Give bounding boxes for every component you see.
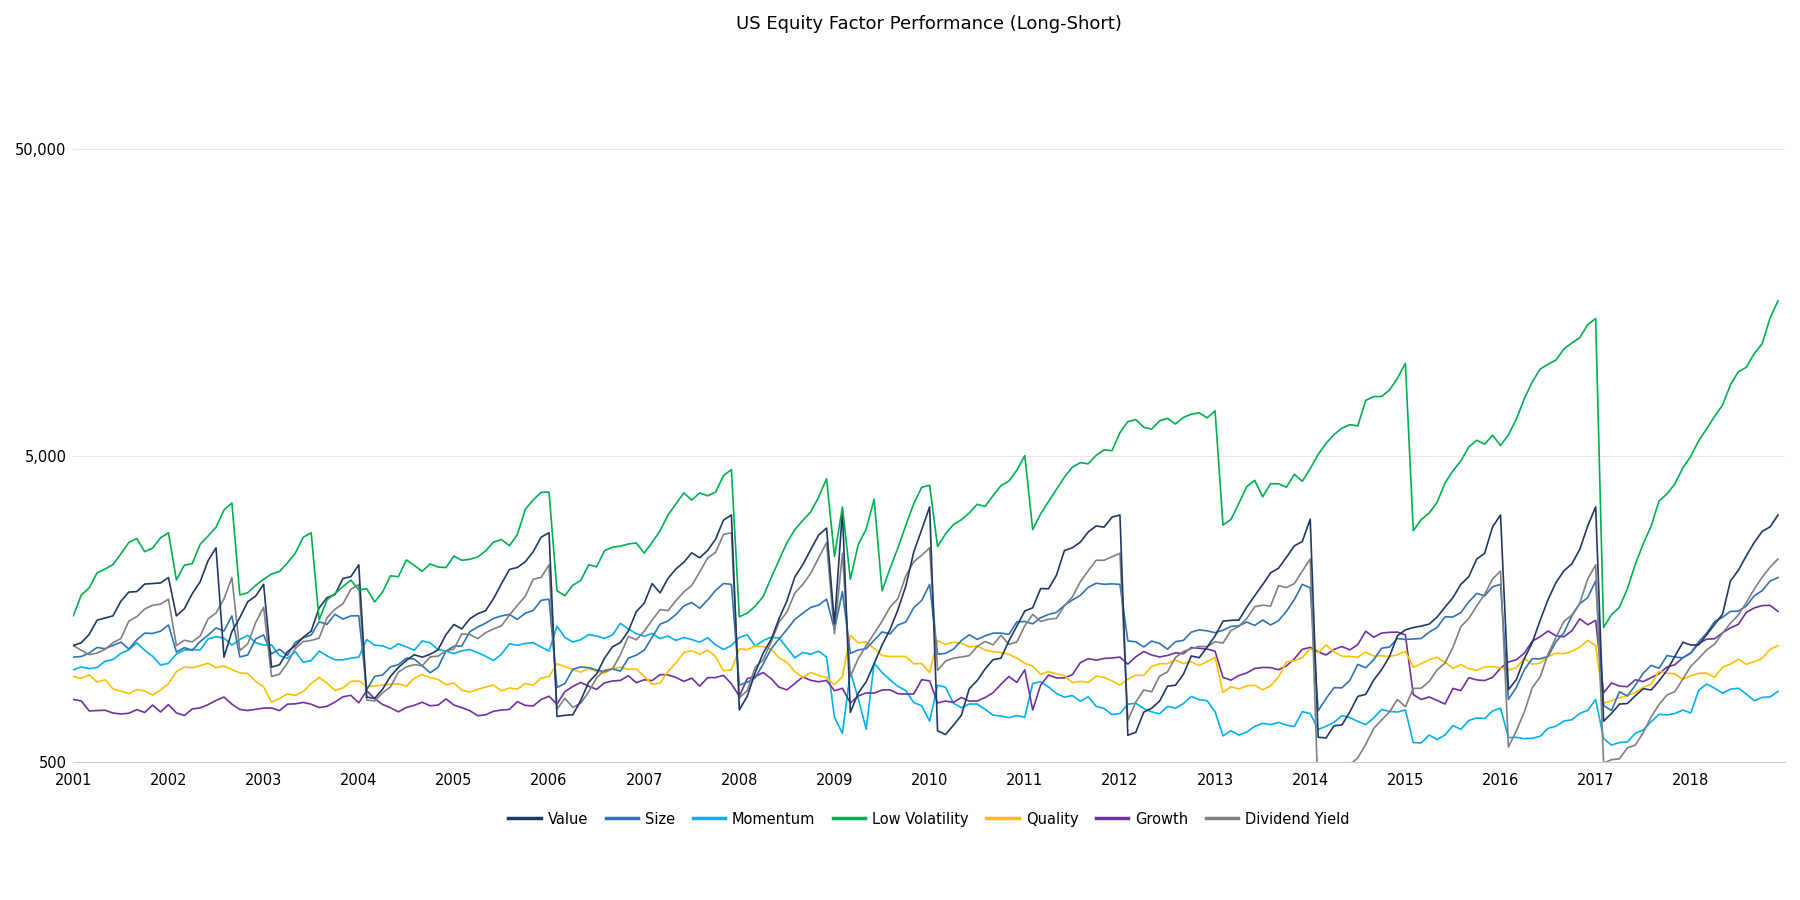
Value <box>1039 583 1060 594</box>
Dividend Yield <box>1053 600 1075 611</box>
Size <box>491 610 513 621</box>
Dividend Yield <box>443 644 464 654</box>
Quality <box>443 678 464 688</box>
Low Volatility <box>1768 295 1789 306</box>
Size <box>1030 612 1051 623</box>
Value <box>443 619 464 630</box>
Low Volatility <box>1505 414 1526 425</box>
Value <box>491 579 513 590</box>
Size <box>1046 607 1067 617</box>
Growth <box>466 710 488 721</box>
Size <box>1768 572 1789 583</box>
Line: Growth: Growth <box>74 606 1778 716</box>
Low Volatility <box>1030 508 1051 519</box>
Title: US Equity Factor Performance (Long-Short): US Equity Factor Performance (Long-Short… <box>736 15 1121 33</box>
Growth <box>1768 606 1789 616</box>
Momentum <box>1379 706 1400 717</box>
Momentum <box>610 618 632 629</box>
Dividend Yield <box>1039 614 1060 625</box>
Dividend Yield <box>1316 793 1337 804</box>
Momentum <box>63 664 85 675</box>
Low Volatility <box>1372 392 1393 402</box>
Dividend Yield <box>491 620 513 631</box>
Line: Quality: Quality <box>74 635 1778 703</box>
Line: Low Volatility: Low Volatility <box>74 301 1778 627</box>
Size <box>63 652 85 662</box>
Momentum <box>443 648 464 659</box>
Growth <box>1514 648 1535 659</box>
Low Volatility <box>491 535 513 545</box>
Quality <box>1379 651 1400 661</box>
Dividend Yield <box>63 640 85 651</box>
Low Volatility <box>1593 622 1615 633</box>
Growth <box>499 704 520 715</box>
Quality <box>1514 653 1535 664</box>
Line: Size: Size <box>74 578 1778 711</box>
Low Volatility <box>63 610 85 621</box>
Growth <box>1039 670 1060 680</box>
Dividend Yield <box>1521 682 1543 693</box>
Value <box>918 501 940 512</box>
Value <box>63 640 85 651</box>
Dividend Yield <box>720 527 742 538</box>
Momentum <box>1600 740 1622 751</box>
Quality <box>491 686 513 697</box>
Line: Value: Value <box>74 507 1778 738</box>
Value <box>1053 545 1075 556</box>
Momentum <box>1768 686 1789 697</box>
Value <box>1521 637 1543 648</box>
Line: Dividend Yield: Dividend Yield <box>74 533 1778 798</box>
Quality <box>839 630 860 641</box>
Quality <box>63 671 85 682</box>
Quality <box>1039 666 1060 677</box>
Growth <box>63 694 85 705</box>
Value <box>1768 509 1789 520</box>
Momentum <box>1039 681 1060 692</box>
Growth <box>1759 600 1780 611</box>
Size <box>443 641 464 652</box>
Size <box>1379 642 1400 652</box>
Growth <box>1379 627 1400 638</box>
Growth <box>1053 672 1075 683</box>
Dividend Yield <box>1386 694 1408 705</box>
Low Volatility <box>1046 484 1067 495</box>
Momentum <box>491 649 513 660</box>
Quality <box>1593 698 1615 708</box>
Low Volatility <box>443 551 464 562</box>
Value <box>1316 733 1337 743</box>
Legend: Value, Size, Momentum, Low Volatility, Quality, Growth, Dividend Yield: Value, Size, Momentum, Low Volatility, Q… <box>502 806 1355 832</box>
Growth <box>443 699 464 710</box>
Size <box>1514 664 1535 675</box>
Line: Momentum: Momentum <box>74 624 1778 745</box>
Size <box>1307 706 1328 716</box>
Momentum <box>1053 692 1075 703</box>
Momentum <box>1514 734 1535 744</box>
Dividend Yield <box>1768 554 1789 564</box>
Value <box>1386 630 1408 641</box>
Quality <box>1053 670 1075 681</box>
Quality <box>1768 640 1789 651</box>
